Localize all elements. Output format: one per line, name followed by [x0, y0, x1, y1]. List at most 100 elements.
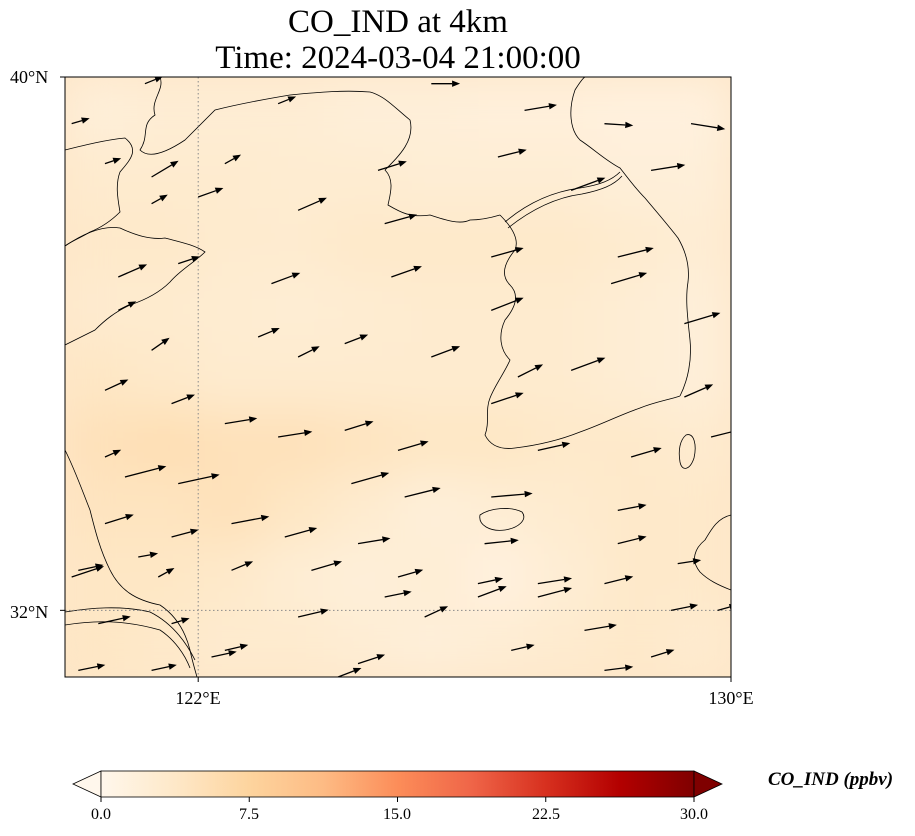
- wind-arrow-9: [224, 154, 242, 165]
- field-cell-31: [130, 276, 200, 345]
- wind-arrow-5: [604, 121, 634, 129]
- field-cell-66: [463, 476, 533, 545]
- field-cell-62: [197, 476, 266, 545]
- map-title: CO_IND at 4km: [288, 4, 508, 40]
- field-cell-52: [197, 409, 266, 478]
- field-cell-37: [530, 276, 599, 345]
- wind-arrow-74: [670, 603, 699, 611]
- wind-arrow-16: [297, 197, 327, 211]
- field-cell-49: [663, 342, 731, 412]
- wind-arrow-10: [377, 160, 407, 171]
- wind-arrow-37: [171, 394, 195, 405]
- field-cell-10: [65, 142, 133, 212]
- field-cell-35: [397, 276, 466, 345]
- wind-arrow-13: [650, 163, 686, 171]
- map-subtitle: Time: 2024-03-04 21:00:00: [215, 40, 581, 76]
- wind-arrow-79: [297, 608, 329, 618]
- wind-arrow-66: [397, 568, 424, 578]
- coastline-kyushu: [694, 514, 731, 591]
- wind-arrow-19: [617, 246, 654, 258]
- field-cell-67: [530, 476, 599, 545]
- wind-arrow-70: [71, 565, 105, 578]
- wind-arrow-24: [491, 297, 524, 311]
- wind-arrow-51: [491, 490, 533, 498]
- field-cell-54: [330, 409, 399, 478]
- field-cell-23: [263, 209, 333, 278]
- field-cell-17: [530, 142, 599, 212]
- field-cell-83: [263, 609, 333, 677]
- colorbar-tick-22-5: 22.5: [532, 806, 560, 823]
- field-cell-69: [663, 476, 731, 545]
- wind-arrow-29: [257, 328, 280, 338]
- field-cell-3: [263, 77, 333, 145]
- field-cell-56: [463, 409, 533, 478]
- field-cell-79: [663, 542, 731, 612]
- colorbar-extend-low: [72, 770, 102, 798]
- wind-arrow-64: [231, 561, 254, 571]
- wind-arrow-47: [124, 465, 167, 478]
- wind-arrow-53: [104, 513, 134, 525]
- field-cell-72: [197, 542, 266, 612]
- wind-arrow-82: [511, 643, 535, 651]
- wind-arrow-0: [71, 117, 90, 125]
- field-cell-68: [596, 476, 666, 545]
- field-cell-88: [596, 609, 666, 677]
- wind-arrow-84: [650, 649, 675, 658]
- lat-label-32n: 32°N: [10, 602, 49, 622]
- wind-arrow-50: [404, 486, 441, 498]
- field-cell-60: [65, 476, 133, 545]
- wind-arrow-12: [570, 177, 606, 191]
- colorbar-tick-marks: [100, 797, 695, 802]
- field-cell-61: [130, 476, 200, 545]
- wind-arrow-34: [570, 357, 606, 371]
- wind-arrow-48: [178, 473, 220, 485]
- field-cell-89: [663, 609, 731, 677]
- field-cell-58: [596, 409, 666, 478]
- wind-arrow-58: [484, 537, 519, 545]
- field-cell-48: [596, 342, 666, 412]
- field-cell-38: [596, 276, 666, 345]
- wind-arrow-49: [351, 471, 390, 485]
- wind-arrow-3: [431, 80, 461, 87]
- wind-arrow-56: [284, 527, 318, 538]
- field-cell-76: [463, 542, 533, 612]
- colorbar-extend-high: [693, 770, 723, 798]
- wind-arrow-44: [630, 447, 662, 458]
- wind-arrow-2: [277, 96, 297, 105]
- field-cell-22: [197, 209, 266, 278]
- field-cell-30: [65, 276, 133, 345]
- wind-arrow-6: [690, 123, 726, 131]
- wind-arrow-54: [171, 528, 199, 538]
- field-cell-43: [263, 342, 333, 412]
- colorbar-label: CO_IND (ppbv): [768, 769, 894, 790]
- wind-arrow-8: [151, 160, 179, 178]
- field-cell-86: [463, 609, 533, 677]
- coastline-korea-south: [514, 395, 681, 449]
- wind-arrow-42: [491, 392, 524, 405]
- field-cell-11: [130, 142, 200, 212]
- wind-arrow-88: [337, 667, 362, 677]
- field-cell-70: [65, 542, 133, 612]
- wind-arrow-78: [224, 643, 249, 651]
- lat-label-40n: 40°N: [10, 67, 49, 87]
- wind-arrow-77: [171, 617, 190, 625]
- wind-arrow-26: [684, 312, 721, 325]
- field-cell-9: [663, 77, 731, 145]
- wind-arrow-43: [537, 441, 571, 451]
- field-cell-24: [330, 209, 399, 278]
- field-cell-41: [130, 342, 200, 412]
- field-cell-40: [65, 342, 133, 412]
- coastline-shandong: [65, 227, 206, 346]
- wind-arrow-25: [610, 272, 648, 285]
- wind-arrow-17: [384, 213, 418, 225]
- wind-arrow-65: [311, 560, 343, 571]
- wind-arrow-30: [297, 346, 320, 358]
- wind-arrow-72: [477, 586, 507, 598]
- field-cell-12: [197, 142, 266, 212]
- wind-arrow-71: [384, 590, 412, 598]
- wind-arrow-75: [717, 603, 731, 611]
- field-cell-33: [263, 276, 333, 345]
- field-cell-73: [263, 542, 333, 612]
